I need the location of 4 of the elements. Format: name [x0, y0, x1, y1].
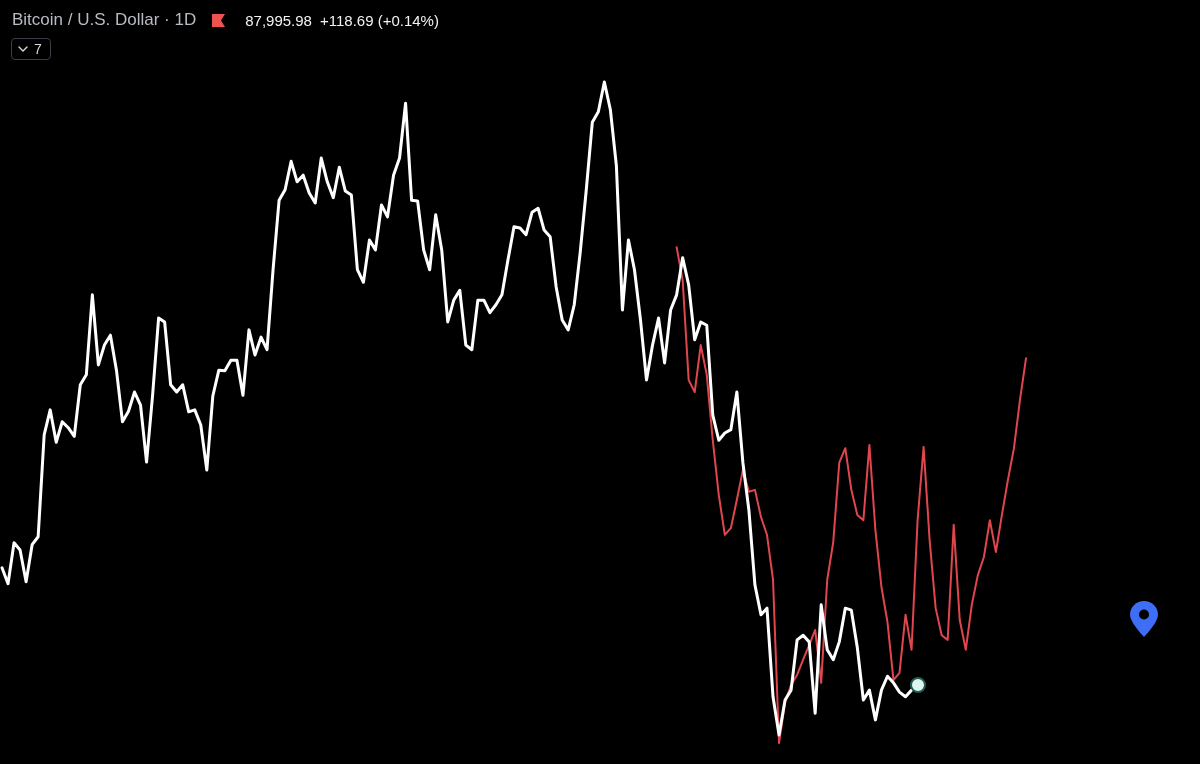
chart-title: Bitcoin / U.S. Dollar · 1D [12, 10, 197, 30]
text: +118.69 (+0.14%) [319, 11, 439, 29]
text: 87,995.98 [245, 11, 312, 29]
dropdown-button: 7 [11, 38, 51, 60]
